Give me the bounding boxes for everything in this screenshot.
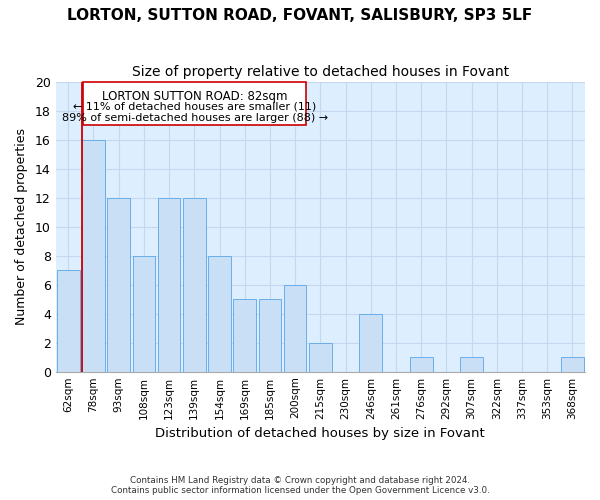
Bar xyxy=(233,299,256,372)
Bar xyxy=(208,256,231,372)
Bar xyxy=(259,299,281,372)
Bar xyxy=(57,270,80,372)
Text: Contains HM Land Registry data © Crown copyright and database right 2024.
Contai: Contains HM Land Registry data © Crown c… xyxy=(110,476,490,495)
Title: Size of property relative to detached houses in Fovant: Size of property relative to detached ho… xyxy=(132,65,509,79)
Text: LORTON SUTTON ROAD: 82sqm: LORTON SUTTON ROAD: 82sqm xyxy=(102,90,287,104)
Bar xyxy=(107,198,130,372)
Bar xyxy=(410,357,433,372)
Bar xyxy=(284,284,307,372)
Bar xyxy=(460,357,483,372)
Bar xyxy=(561,357,584,372)
X-axis label: Distribution of detached houses by size in Fovant: Distribution of detached houses by size … xyxy=(155,427,485,440)
Text: ← 11% of detached houses are smaller (11): ← 11% of detached houses are smaller (11… xyxy=(73,102,317,112)
Text: 89% of semi-detached houses are larger (88) →: 89% of semi-detached houses are larger (… xyxy=(62,114,328,124)
Bar xyxy=(82,140,105,372)
Text: LORTON, SUTTON ROAD, FOVANT, SALISBURY, SP3 5LF: LORTON, SUTTON ROAD, FOVANT, SALISBURY, … xyxy=(67,8,533,22)
FancyBboxPatch shape xyxy=(83,82,307,125)
Bar xyxy=(309,342,332,372)
Y-axis label: Number of detached properties: Number of detached properties xyxy=(15,128,28,325)
Bar xyxy=(183,198,206,372)
Bar xyxy=(133,256,155,372)
Bar xyxy=(359,314,382,372)
Bar xyxy=(158,198,181,372)
